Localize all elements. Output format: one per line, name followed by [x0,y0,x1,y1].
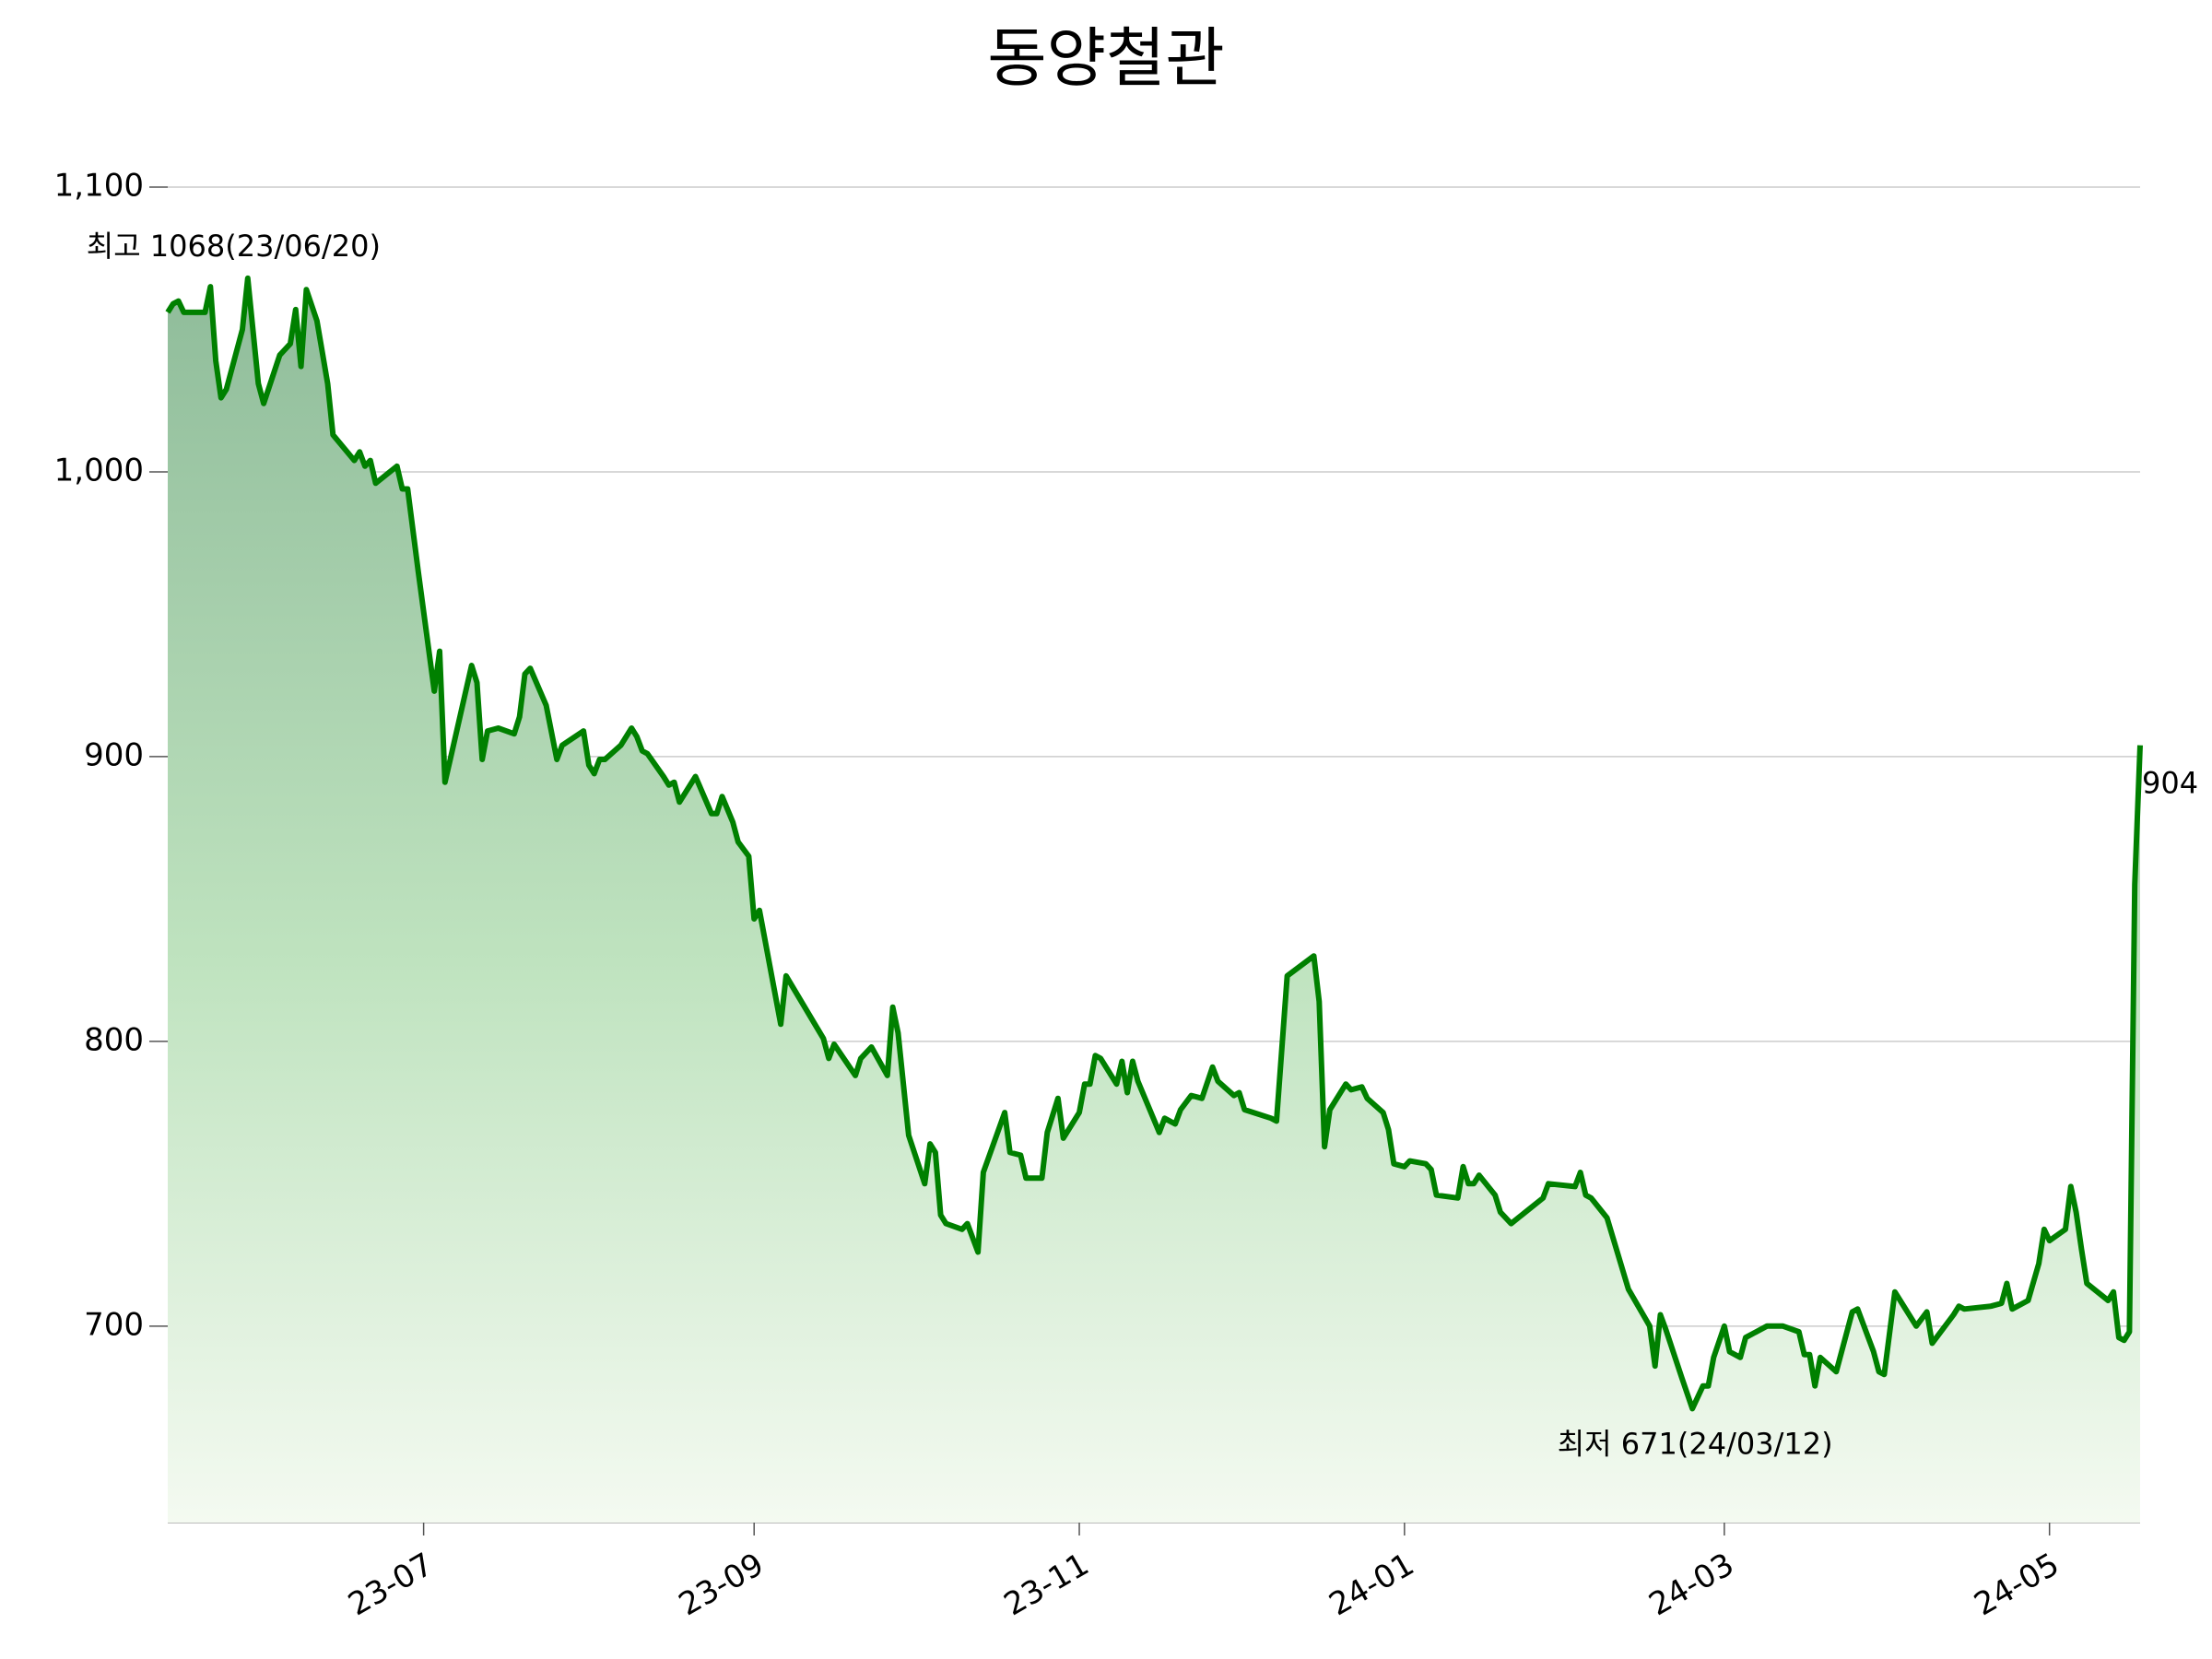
annotation: 최고 1068(23/06/20) [87,229,381,264]
x-tick-label: 23-07 [342,1546,440,1623]
x-tick-label: 24-03 [1643,1546,1741,1623]
x-tick-label: 23-11 [998,1546,1096,1623]
x-tick-label: 23-09 [673,1546,771,1623]
x-tick-label: 24-01 [1324,1546,1421,1623]
y-tick-label: 800 [84,1021,144,1058]
y-tick-label: 1,000 [54,452,144,488]
annotation: 904 [2142,766,2198,801]
area [168,277,2140,1523]
x-tick-label: 24-05 [1968,1546,2065,1623]
chart-title: 동양철관 [987,20,1225,96]
y-tick-label: 1,100 [54,168,144,205]
line [165,275,2143,1412]
annotation: 최저 671(24/03/12) [1558,1426,1833,1461]
y-tick-label: 700 [84,1306,144,1343]
y-tick-label: 900 [84,736,144,773]
